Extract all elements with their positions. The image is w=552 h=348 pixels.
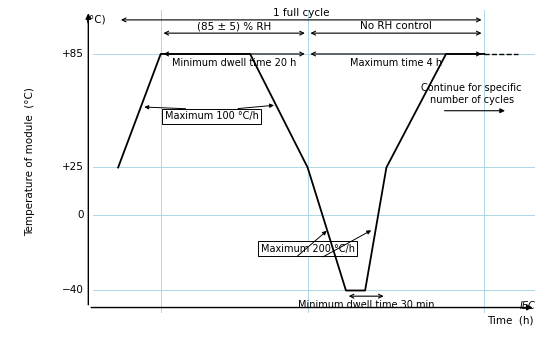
Text: Time  (h): Time (h) <box>487 315 533 325</box>
Text: −40: −40 <box>62 285 84 295</box>
Text: Maximum 100 °C/h: Maximum 100 °C/h <box>165 111 259 121</box>
Text: Maximum time 4 h: Maximum time 4 h <box>350 58 442 68</box>
Text: Maximum 200 °C/h: Maximum 200 °C/h <box>261 244 354 254</box>
Text: +85: +85 <box>62 49 84 59</box>
Text: (85 ± 5) % RH: (85 ± 5) % RH <box>197 21 271 31</box>
Text: 1 full cycle: 1 full cycle <box>273 8 330 18</box>
Text: Continue for specific
number of cycles: Continue for specific number of cycles <box>421 84 522 105</box>
Text: No RH control: No RH control <box>360 21 432 31</box>
Text: +25: +25 <box>62 163 84 173</box>
Text: Minimum dwell time 30 min: Minimum dwell time 30 min <box>298 300 434 310</box>
Text: 0: 0 <box>78 210 84 220</box>
Text: Minimum dwell time 20 h: Minimum dwell time 20 h <box>172 58 296 68</box>
Text: IEC: IEC <box>519 301 535 311</box>
Text: (°C): (°C) <box>85 14 105 24</box>
Text: Temperature of module  (°C): Temperature of module (°C) <box>25 87 35 236</box>
